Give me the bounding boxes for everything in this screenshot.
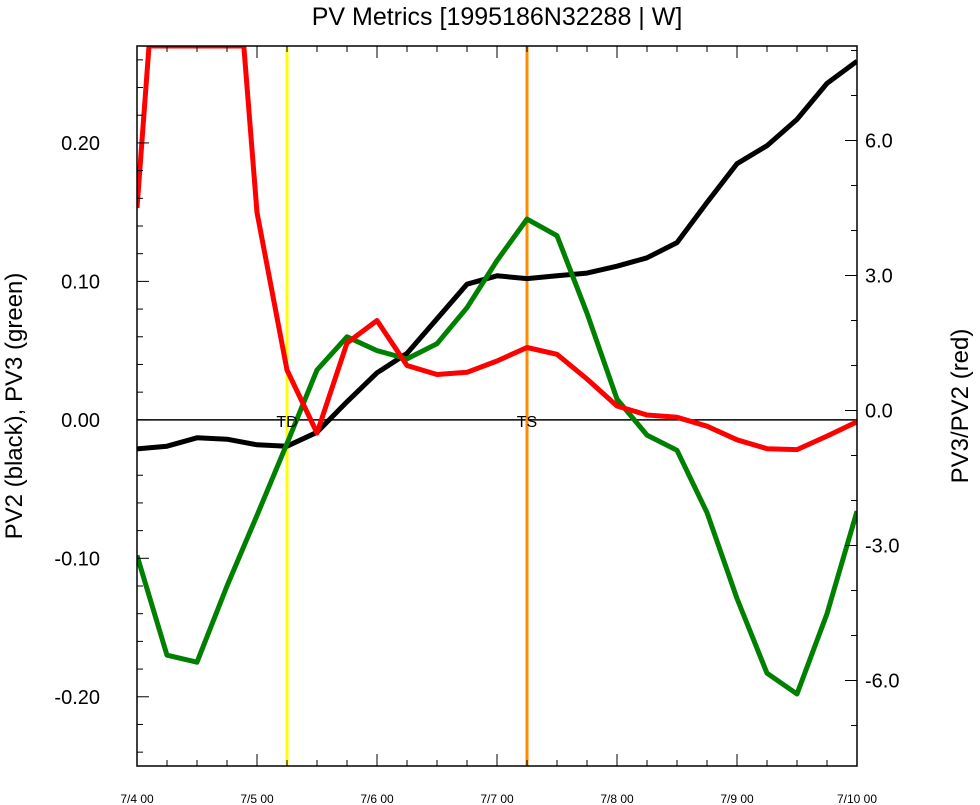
series-line-1 [137, 216, 857, 697]
y-tick-label-left: 0.10 [61, 271, 100, 293]
y-tick-label-right: -6.0 [865, 671, 899, 693]
event-label-1: TS [517, 414, 537, 431]
y-tick-label-right: -3.0 [865, 536, 899, 558]
y-tick-label-right: 6.0 [865, 131, 893, 153]
x-tick-label: 7/8 00 [600, 792, 634, 805]
y-tick-label-right: 3.0 [865, 266, 893, 288]
series-line-2 [137, 46, 857, 453]
y-tick-label-left: -0.20 [54, 687, 100, 709]
x-tick-label: 7/9 00 [720, 792, 754, 805]
y-tick-label-left: -0.10 [54, 548, 100, 570]
x-tick-label: 7/4 00 [120, 792, 154, 805]
y-tick-label-left: 0.00 [61, 410, 100, 432]
y-axis-left-label: PV2 (black), PV3 (green) [1, 273, 28, 540]
x-tick-label: 7/7 00 [480, 792, 514, 805]
x-tick-label: 7/6 00 [360, 792, 394, 805]
y-axis-right-label: PV3/PV2 (red) [947, 329, 974, 484]
y-tick-label-left: 0.20 [61, 133, 100, 155]
series-line-0 [137, 59, 857, 452]
x-tick-label: 7/10 00 [837, 792, 877, 805]
x-tick-label: 7/5 00 [240, 792, 274, 805]
event-label-0: TD [276, 414, 297, 431]
y-tick-label-right: 0.0 [865, 401, 893, 423]
plot-area: TD TS 7/4 00 7/5 00 7/6 00 7/7 00 7/8 00 7/9 00… [54, 45, 899, 805]
chart-title: PV Metrics [1995186N32288 | W] [312, 3, 683, 31]
